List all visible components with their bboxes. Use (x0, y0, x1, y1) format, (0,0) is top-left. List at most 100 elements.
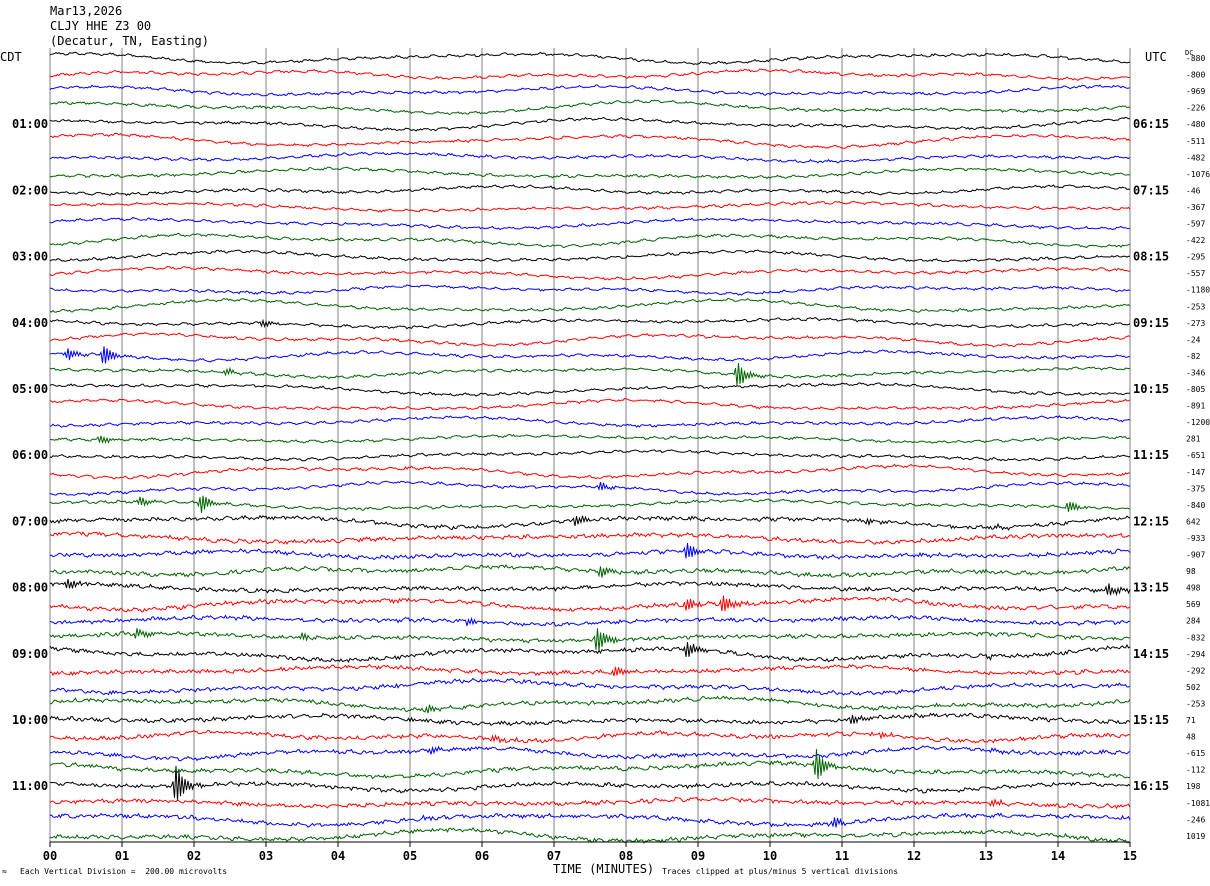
trace-4 (49, 116, 1130, 132)
cdt-time-label: 03:00 (12, 250, 48, 264)
grid-lines (49, 48, 1131, 842)
dc-offset-label: 569 (1186, 600, 1201, 609)
dc-offset-label: -907 (1186, 551, 1205, 560)
dc-offset-label: 98 (1186, 567, 1196, 576)
x-tick-label: 11 (835, 849, 849, 863)
utc-time-label: 16:15 (1133, 779, 1169, 793)
clip-note: Traces clipped at plus/minus 5 vertical … (662, 867, 899, 876)
trace-14 (49, 284, 1131, 296)
trace-9 (49, 200, 1131, 213)
dc-offset-label: 281 (1186, 435, 1201, 444)
dc-offset-label: 642 (1186, 517, 1201, 526)
dc-offset-label: -253 (1186, 699, 1205, 708)
cdt-time-label: 11:00 (12, 779, 48, 793)
trace-28 (49, 514, 1131, 531)
x-tick-label: 06 (475, 849, 489, 863)
trace-0 (49, 51, 1131, 66)
trace-41 (49, 729, 1131, 744)
trace-40 (49, 712, 1131, 727)
dc-offset-label: -46 (1186, 186, 1201, 195)
trace-19 (49, 362, 1131, 386)
trace-44 (49, 765, 1131, 802)
trace-42 (50, 745, 1131, 762)
trace-32 (49, 578, 1131, 597)
dc-offset-label: -1180 (1186, 286, 1210, 295)
x-tick-label: 08 (619, 849, 633, 863)
x-tick-label: 01 (115, 849, 129, 863)
x-tick-label: 05 (403, 849, 417, 863)
trace-16 (49, 317, 1131, 330)
dc-offset-label: -253 (1186, 302, 1205, 311)
x-tick-label: 04 (331, 849, 345, 863)
trace-15 (49, 297, 1131, 313)
cdt-time-label: 01:00 (12, 117, 48, 131)
x-tick-label: 03 (259, 849, 273, 863)
trace-6 (49, 151, 1131, 164)
trace-24 (49, 449, 1131, 462)
dc-offset-label: 71 (1186, 716, 1196, 725)
trace-group (49, 51, 1131, 844)
utc-time-label: 07:15 (1133, 183, 1169, 197)
dc-offset-label: -422 (1186, 236, 1205, 245)
cdt-time-label: 06:00 (12, 448, 48, 462)
trace-13 (49, 265, 1131, 281)
x-tick-label: 07 (547, 849, 561, 863)
dc-offset-label: -511 (1186, 137, 1205, 146)
dc-offset-label: -651 (1186, 451, 1205, 460)
trace-23 (49, 433, 1131, 444)
x-tick-label: 09 (691, 849, 705, 863)
dc-offset-label: -292 (1186, 666, 1205, 675)
dc-offset-label: -880 (1186, 54, 1205, 63)
header-station: CLJY HHE Z3 00 (50, 19, 152, 33)
utc-time-label: 10:15 (1133, 382, 1169, 396)
dc-offset-label: -482 (1186, 153, 1205, 162)
trace-31 (49, 564, 1131, 578)
trace-2 (49, 84, 1131, 97)
dc-offset-label: -273 (1186, 319, 1205, 328)
dc-offset-label: -294 (1186, 650, 1205, 659)
dc-offset-label: -112 (1186, 766, 1205, 775)
trace-30 (49, 543, 1131, 561)
cdt-time-label: 04:00 (12, 316, 48, 330)
x-tick-label: 02 (187, 849, 201, 863)
x-tick-label: 15 (1123, 849, 1137, 863)
trace-26 (49, 480, 1131, 497)
cdt-time-label: 09:00 (12, 647, 48, 661)
trace-27 (49, 495, 1131, 514)
dc-offset-label: 1019 (1186, 832, 1205, 841)
x-tick-label: 00 (43, 849, 57, 863)
dc-offset-label: -832 (1186, 633, 1205, 642)
trace-29 (49, 531, 1131, 545)
trace-46 (49, 812, 1131, 828)
cdt-axis-label: CDT (0, 50, 22, 64)
trace-5 (49, 132, 1131, 149)
trace-33 (49, 595, 1131, 613)
x-axis-title: TIME (MINUTES) (553, 862, 655, 876)
dc-offset-label: 48 (1186, 733, 1196, 742)
utc-time-label: 09:15 (1133, 316, 1169, 330)
dc-offset-label: 198 (1186, 782, 1201, 791)
trace-21 (49, 398, 1131, 411)
x-tick-label: 14 (1051, 849, 1065, 863)
dc-offset-label: -840 (1186, 501, 1205, 510)
cdt-time-label: 02:00 (12, 183, 48, 197)
trace-34 (49, 614, 1131, 627)
trace-38 (49, 677, 1131, 697)
dc-offset-label: -933 (1186, 534, 1205, 543)
header-date: Mar13,2026 (50, 4, 123, 18)
trace-36 (49, 642, 1131, 663)
dc-offset-label: -147 (1186, 468, 1205, 477)
x-tick-label: 10 (763, 849, 777, 863)
trace-45 (49, 796, 1131, 810)
utc-time-label: 08:15 (1133, 250, 1169, 264)
dc-offset-label: -969 (1186, 87, 1205, 96)
dc-offset-label: 284 (1186, 617, 1201, 626)
dc-offset-label: -480 (1186, 120, 1205, 129)
utc-time-label: 13:15 (1133, 581, 1169, 595)
scale-note: Each Vertical Division = 200.00 microvol… (20, 867, 228, 876)
dc-offset-label: -800 (1186, 71, 1205, 80)
utc-time-label: 11:15 (1133, 448, 1169, 462)
dc-offset-label: -367 (1186, 203, 1205, 212)
trace-43 (49, 749, 1131, 780)
header-location: (Decatur, TN, Easting) (50, 34, 209, 48)
